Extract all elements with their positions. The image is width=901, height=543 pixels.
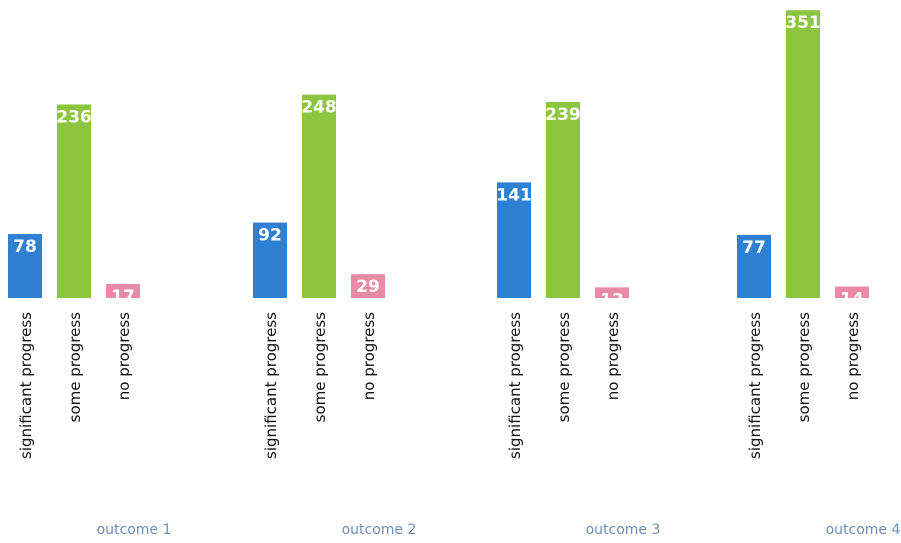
bar <box>497 182 531 298</box>
group-label: outcome 1 <box>97 522 172 538</box>
category-label: no progress <box>115 312 133 400</box>
category-label: no progress <box>604 312 622 400</box>
data-label: 239 <box>545 105 581 125</box>
bar <box>57 104 91 298</box>
data-label: 14 <box>840 290 864 310</box>
category-label: significant progress <box>17 312 35 459</box>
bar <box>546 102 580 299</box>
bar <box>8 234 42 298</box>
data-label: 248 <box>301 98 337 118</box>
category-label: significant progress <box>262 312 280 459</box>
data-label: 351 <box>785 13 821 33</box>
data-label: 13 <box>600 290 624 310</box>
category-label: significant progress <box>746 312 764 459</box>
bar <box>786 10 820 299</box>
bar <box>302 94 336 298</box>
bar <box>351 274 385 298</box>
data-label: 236 <box>56 107 92 127</box>
data-label: 77 <box>742 238 766 258</box>
category-label: some progress <box>795 312 813 423</box>
bar <box>253 222 287 298</box>
data-label: 29 <box>356 277 380 297</box>
data-label: 92 <box>258 226 282 246</box>
category-label: some progress <box>311 312 329 423</box>
category-label: some progress <box>555 312 573 423</box>
data-label: 141 <box>496 185 532 205</box>
category-label: some progress <box>66 312 84 423</box>
group-label: outcome 4 <box>826 522 901 538</box>
bar <box>106 284 140 298</box>
group-label: outcome 2 <box>342 522 417 538</box>
bar <box>595 287 629 298</box>
data-label: 78 <box>13 237 37 257</box>
bar <box>737 234 771 298</box>
category-label: no progress <box>844 312 862 400</box>
bar <box>835 286 869 298</box>
category-label: no progress <box>360 312 378 400</box>
category-label: significant progress <box>506 312 524 459</box>
group-label: outcome 3 <box>586 522 661 538</box>
data-label: 17 <box>111 287 135 307</box>
